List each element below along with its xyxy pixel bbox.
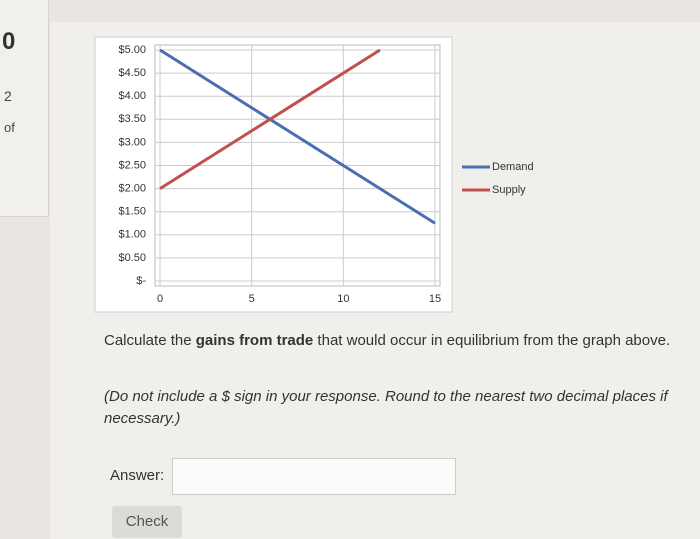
y-tick-label: $2.00 (118, 183, 146, 195)
y-tick-label: $- (136, 275, 146, 287)
answer-label: Answer: (110, 467, 165, 484)
question-text: Calculate the gains from trade that woul… (104, 330, 684, 352)
question-number: 0 (2, 28, 16, 55)
question-after: that would occur in equilibrium from the… (313, 332, 671, 349)
series-line (159, 48, 436, 225)
y-tick-label: $3.00 (118, 136, 146, 148)
y-tick-label: $2.50 (118, 159, 146, 171)
question-before: Calculate the (104, 332, 196, 349)
check-button[interactable]: Check (112, 506, 182, 538)
page-of: of (4, 120, 15, 135)
y-tick-label: $1.50 (118, 206, 146, 218)
x-tick-label: 0 (157, 293, 163, 305)
y-tick-label: $1.00 (118, 229, 146, 241)
answer-input[interactable] (172, 458, 456, 495)
x-tick-label: 15 (429, 293, 441, 305)
y-tick-label: $4.50 (118, 67, 146, 79)
y-tick-label: $3.50 (118, 113, 146, 125)
question-bold: gains from trade (195, 332, 314, 349)
y-tick-label: $5.00 (118, 44, 146, 56)
legend-label: Supply (492, 184, 526, 196)
legend-label: Demand (492, 161, 534, 173)
chart: $- $0.50 $1.00 $1.50 $2.00 $2.50 $3.00 $3.50 $4.… (94, 36, 534, 313)
x-tick-label: 10 (337, 293, 349, 305)
series-line (159, 48, 381, 190)
x-tick-label: 5 (249, 293, 255, 305)
y-tick-label: $4.00 (118, 90, 146, 102)
y-tick-label: $0.50 (118, 252, 146, 264)
instruction: (Do not include a $ sign in your respons… (104, 388, 668, 427)
page-number: 2 (4, 88, 12, 104)
sidebar: 0 2 of (0, 0, 49, 217)
